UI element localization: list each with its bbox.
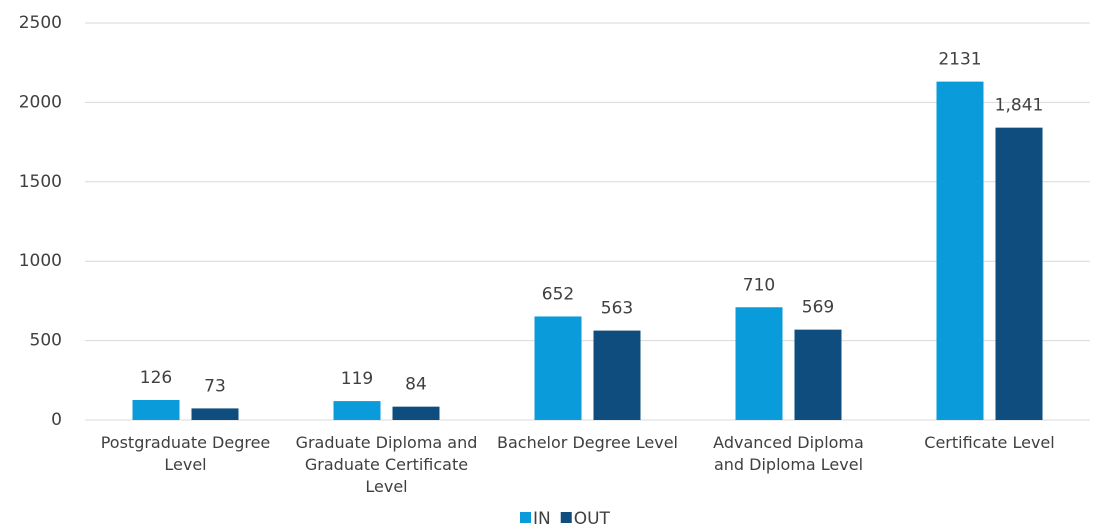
legend-label: IN — [533, 509, 551, 529]
legend-label: OUT — [574, 509, 611, 529]
value-label: 84 — [405, 375, 427, 395]
value-label: 563 — [601, 299, 633, 319]
x-tick-label: Advanced Diploma and Diploma Level — [713, 433, 864, 474]
value-label: 569 — [802, 298, 834, 318]
y-tick-label: 1500 — [19, 172, 62, 192]
bar — [333, 401, 381, 420]
value-label: 119 — [341, 369, 373, 389]
bar — [735, 307, 783, 420]
bar — [534, 316, 582, 420]
y-tick-label: 2500 — [19, 13, 62, 33]
bar — [593, 330, 641, 420]
x-tick-label: Graduate Diploma and Graduate Certificat… — [295, 433, 478, 496]
bar — [936, 81, 984, 420]
y-tick-label: 0 — [51, 410, 62, 430]
x-tick-label: Postgraduate Degree Level — [100, 433, 271, 474]
value-label: 126 — [140, 368, 172, 388]
y-tick-label: 2000 — [19, 92, 62, 112]
x-tick-label: Certificate Level — [924, 433, 1055, 452]
legend-swatch — [520, 512, 531, 523]
value-label: 1,841 — [995, 96, 1044, 116]
legend-swatch — [560, 512, 572, 523]
bar — [132, 399, 180, 420]
x-tick-label: Bachelor Degree Level — [496, 433, 678, 452]
bar — [392, 406, 440, 420]
value-label: 73 — [204, 376, 226, 396]
bar — [794, 329, 842, 420]
value-label: 2131 — [938, 50, 981, 70]
y-tick-label: 1000 — [19, 251, 62, 271]
bar — [191, 408, 239, 420]
y-tick-label: 500 — [30, 331, 62, 351]
bar — [995, 127, 1043, 420]
value-label: 652 — [542, 284, 574, 304]
value-label: 710 — [743, 275, 775, 295]
